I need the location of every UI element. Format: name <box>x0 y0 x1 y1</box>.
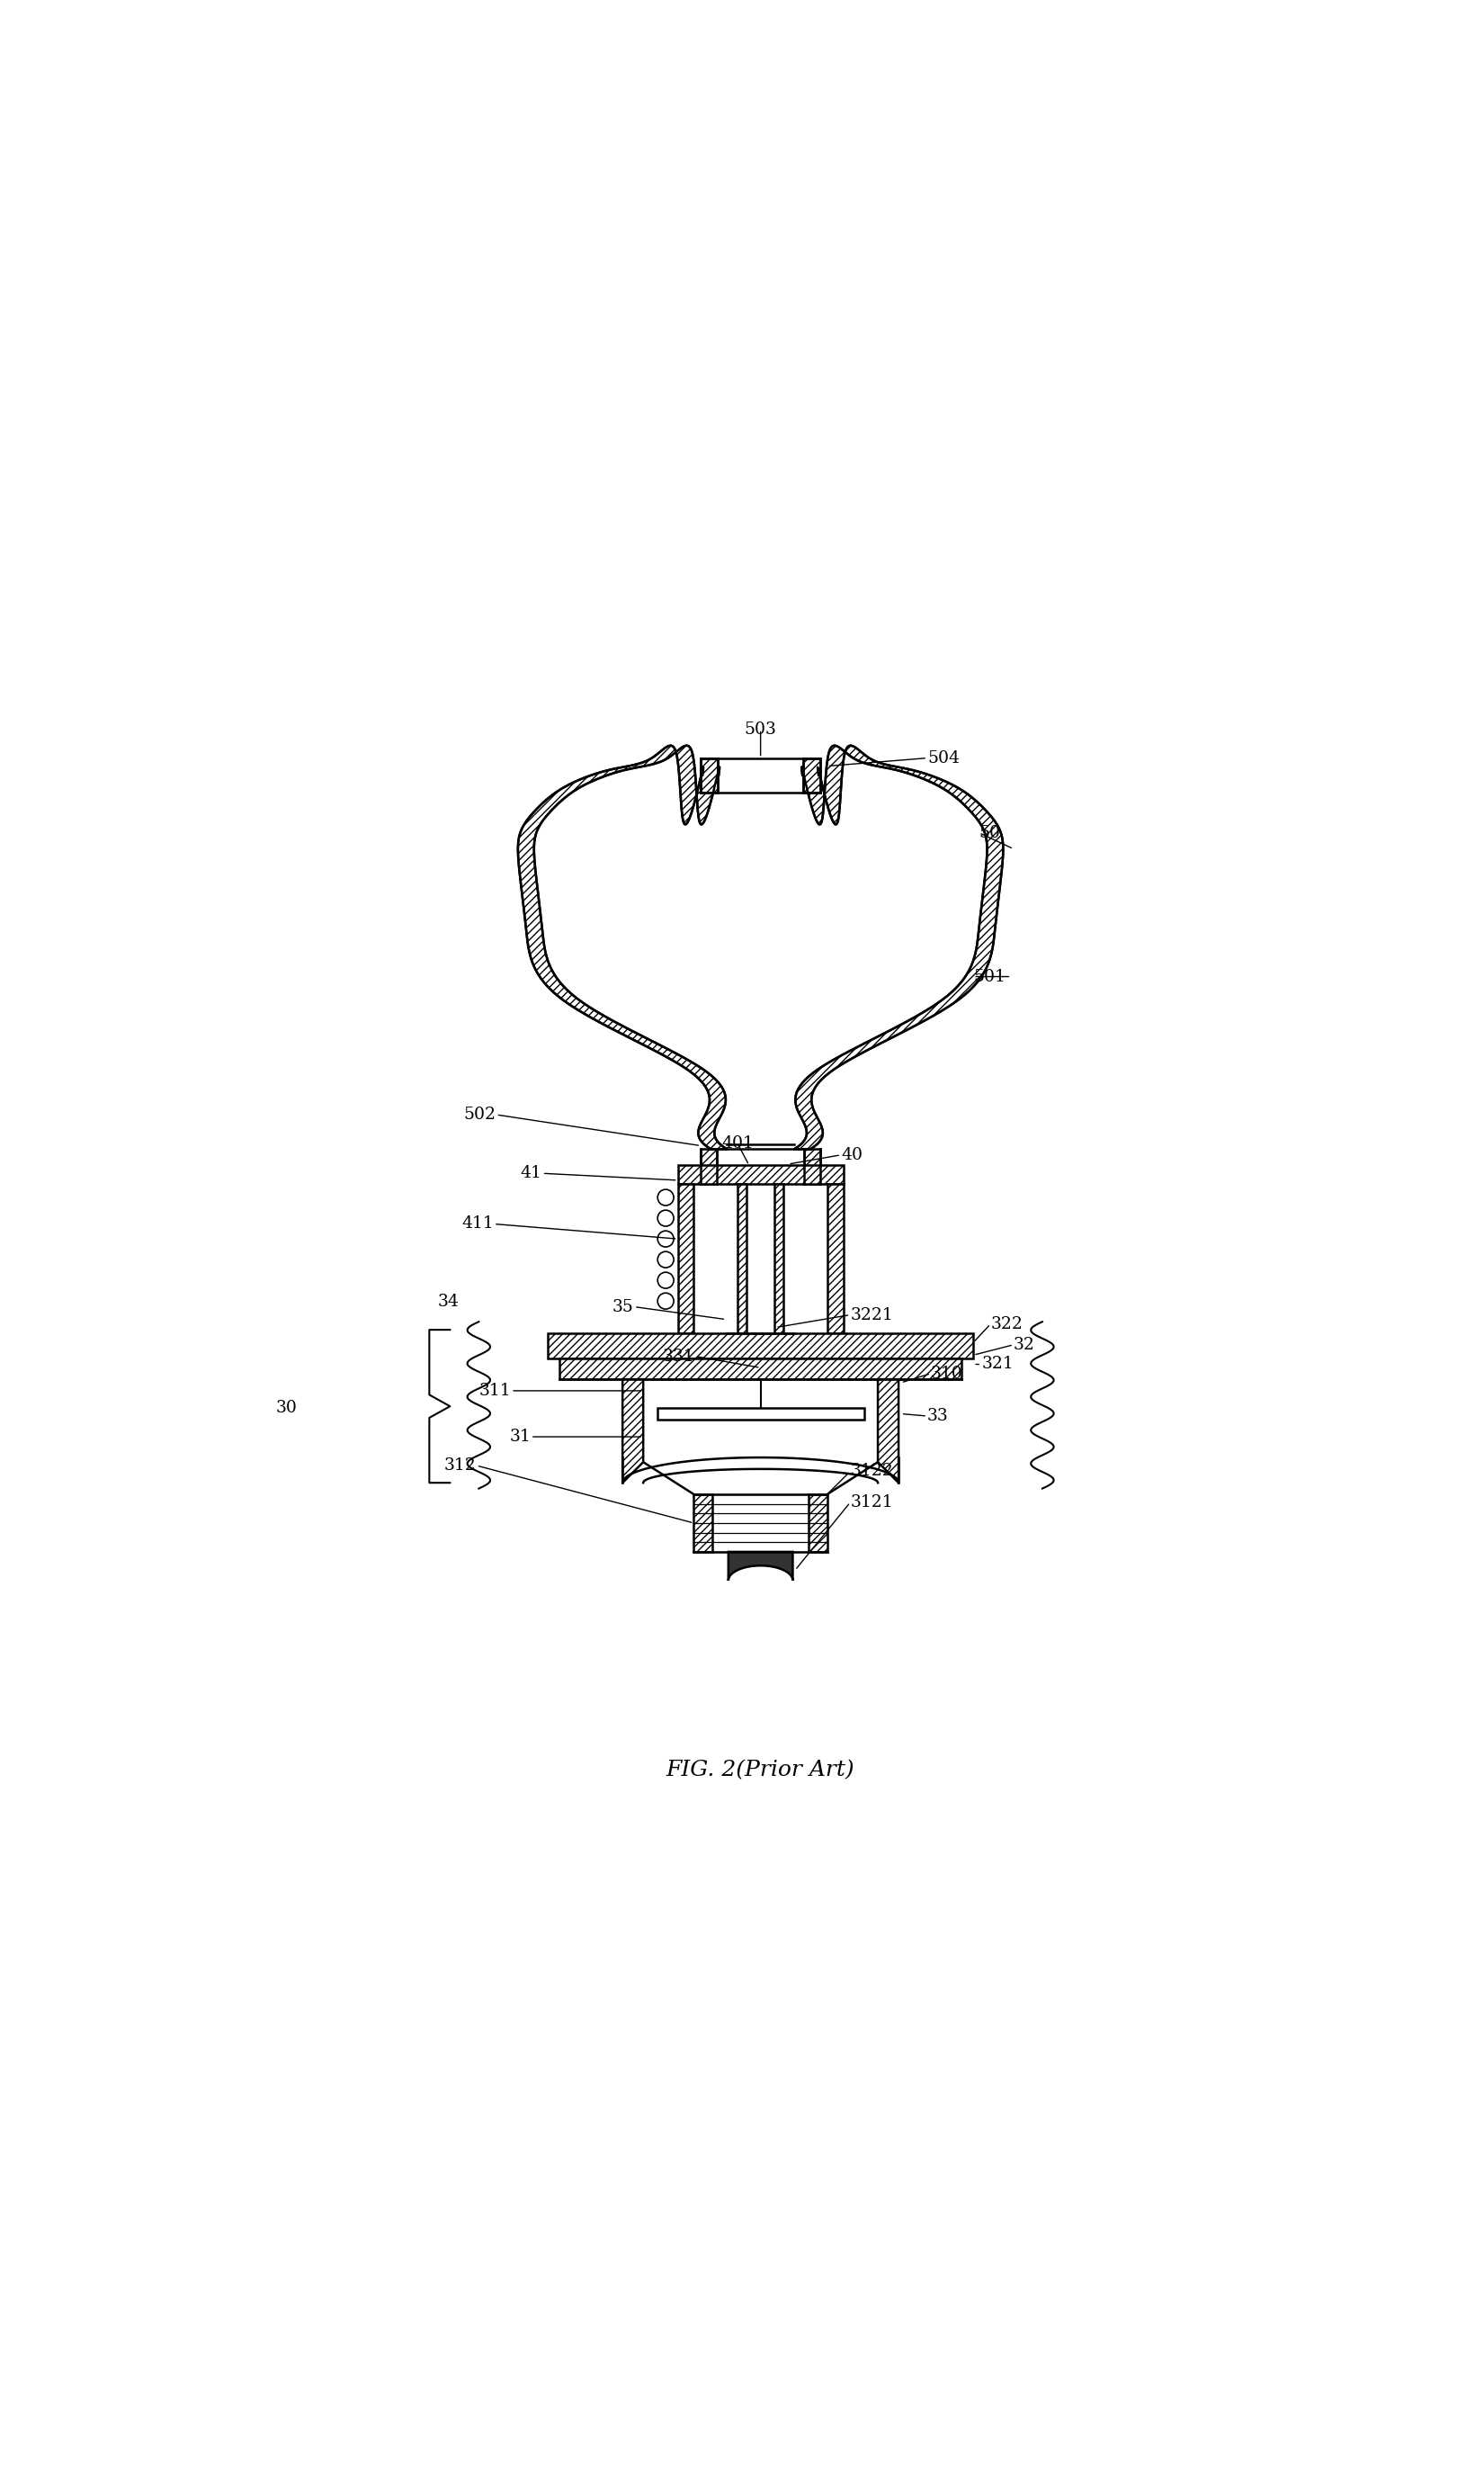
Polygon shape <box>695 1495 712 1553</box>
Text: 40: 40 <box>841 1146 862 1164</box>
Polygon shape <box>879 1378 899 1483</box>
Polygon shape <box>729 1553 792 1580</box>
Polygon shape <box>623 1378 643 1483</box>
Polygon shape <box>657 1408 864 1420</box>
Text: 503: 503 <box>745 720 776 738</box>
Text: 31: 31 <box>509 1428 531 1445</box>
Text: 3221: 3221 <box>850 1306 893 1323</box>
Text: 3122: 3122 <box>850 1463 893 1480</box>
Text: 411: 411 <box>462 1216 494 1231</box>
Text: 312: 312 <box>444 1458 476 1473</box>
Text: 35: 35 <box>613 1298 634 1316</box>
Polygon shape <box>794 745 1003 1149</box>
Polygon shape <box>678 1166 843 1184</box>
Text: 502: 502 <box>463 1106 496 1124</box>
Polygon shape <box>803 758 821 792</box>
Polygon shape <box>559 1358 962 1378</box>
Polygon shape <box>700 1149 717 1184</box>
Polygon shape <box>804 1149 821 1184</box>
Text: 504: 504 <box>928 750 960 765</box>
Text: 50: 50 <box>979 825 1000 840</box>
Text: 321: 321 <box>981 1356 1014 1373</box>
Polygon shape <box>548 1333 974 1358</box>
Polygon shape <box>518 745 727 1149</box>
Polygon shape <box>738 1184 746 1333</box>
Text: 34: 34 <box>438 1293 459 1311</box>
Text: 401: 401 <box>721 1136 754 1151</box>
Polygon shape <box>827 1184 843 1333</box>
Text: 311: 311 <box>479 1383 510 1398</box>
Text: 41: 41 <box>521 1166 542 1181</box>
Text: 33: 33 <box>928 1408 948 1423</box>
Text: 3121: 3121 <box>850 1495 893 1510</box>
Text: FIG. 2(Prior Art): FIG. 2(Prior Art) <box>666 1759 855 1782</box>
Text: 310: 310 <box>930 1366 963 1381</box>
Text: 32: 32 <box>1014 1336 1034 1353</box>
Text: 30: 30 <box>276 1401 297 1415</box>
Text: 331: 331 <box>663 1348 695 1363</box>
Text: 322: 322 <box>991 1316 1022 1333</box>
Polygon shape <box>809 1495 827 1553</box>
Polygon shape <box>700 758 718 792</box>
Polygon shape <box>775 1184 784 1333</box>
Text: 501: 501 <box>974 969 1006 984</box>
Polygon shape <box>678 1184 695 1333</box>
